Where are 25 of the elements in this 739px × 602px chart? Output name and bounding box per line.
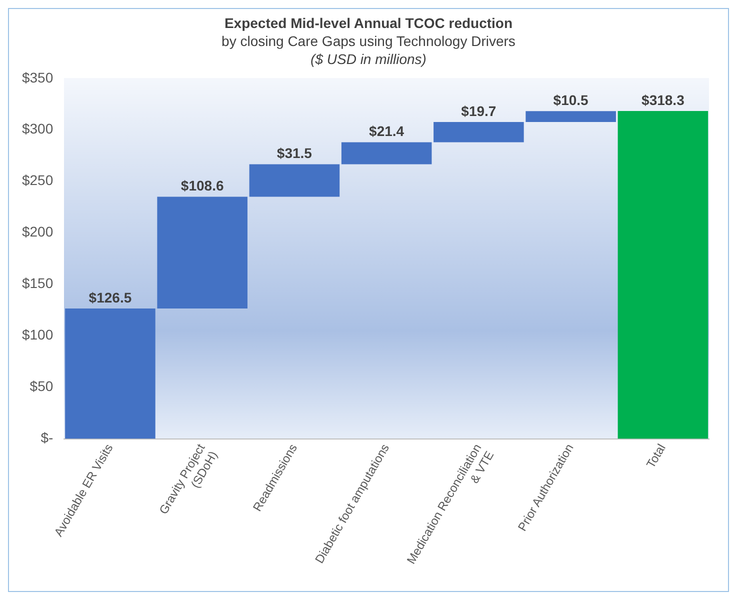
bar — [157, 196, 248, 309]
bar — [434, 122, 524, 142]
y-tick-label: $200 — [22, 224, 54, 240]
data-label: $318.3 — [642, 92, 685, 108]
data-label: $21.4 — [369, 123, 404, 140]
bar — [341, 142, 432, 164]
y-tick-label: $350 — [22, 69, 54, 86]
chart-subtitle: by closing Care Gaps using Technology Drivers — [220, 33, 516, 49]
chart-title: Expected Mid-level Annual TCOC reduction — [223, 15, 514, 31]
data-label: $19.7 — [461, 102, 496, 119]
y-tick-label: $- — [40, 430, 54, 446]
text: ($ USD in millions) — [310, 51, 428, 67]
y-tick-label: $250 — [22, 172, 54, 188]
y-tick-label: $50 — [30, 378, 54, 394]
bar — [526, 111, 616, 122]
data-label: $108.6 — [180, 178, 224, 194]
data-label: $31.5 — [276, 145, 312, 162]
bar — [618, 111, 708, 439]
y-tick-label: $150 — [22, 275, 54, 292]
y-tick-label: $100 — [22, 326, 54, 343]
bar — [249, 164, 340, 197]
bar — [65, 308, 156, 439]
data-label: $10.5 — [553, 92, 589, 108]
y-tick-label: $300 — [22, 120, 54, 137]
data-label: $126.5 — [88, 289, 132, 306]
